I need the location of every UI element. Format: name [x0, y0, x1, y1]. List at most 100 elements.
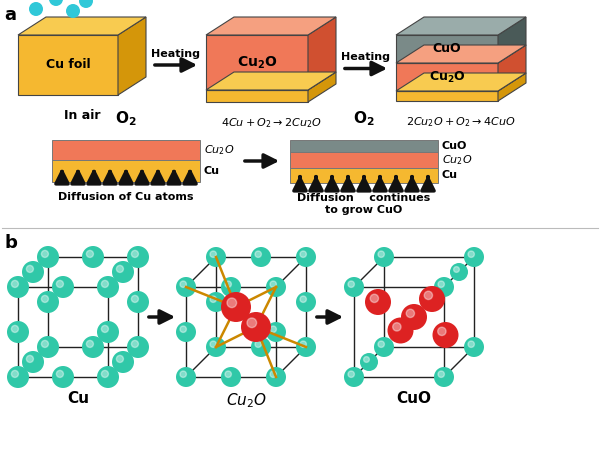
Text: Diffusion    continues
to grow CuO: Diffusion continues to grow CuO	[298, 193, 431, 215]
Circle shape	[41, 340, 49, 347]
Circle shape	[468, 341, 475, 347]
Circle shape	[438, 281, 445, 288]
Text: CuO: CuO	[442, 141, 467, 151]
Circle shape	[300, 296, 307, 302]
Circle shape	[56, 370, 64, 377]
Bar	[290, 152, 438, 168]
Circle shape	[270, 281, 277, 288]
Polygon shape	[206, 35, 308, 90]
Circle shape	[424, 291, 433, 299]
Bar	[290, 168, 438, 183]
Text: $Cu_2O$: $Cu_2O$	[226, 391, 266, 410]
Bar	[290, 140, 438, 152]
Circle shape	[433, 322, 458, 348]
Text: a: a	[4, 6, 16, 24]
Polygon shape	[206, 90, 308, 102]
Circle shape	[221, 292, 251, 322]
Polygon shape	[308, 17, 336, 90]
Circle shape	[41, 250, 49, 258]
Polygon shape	[498, 45, 526, 91]
Text: Heating: Heating	[341, 52, 391, 62]
Text: $\bf{O_2}$: $\bf{O_2}$	[115, 109, 137, 128]
Circle shape	[22, 351, 44, 373]
Circle shape	[29, 2, 43, 16]
Text: b: b	[4, 234, 17, 252]
Text: CuO: CuO	[433, 42, 461, 56]
Circle shape	[210, 341, 217, 347]
Text: Cu: Cu	[67, 391, 89, 406]
Circle shape	[454, 267, 460, 272]
Text: $Cu_2O$: $Cu_2O$	[442, 153, 472, 167]
Circle shape	[392, 323, 401, 331]
Circle shape	[388, 317, 413, 344]
Circle shape	[52, 276, 74, 298]
Polygon shape	[396, 91, 498, 101]
Circle shape	[266, 277, 286, 297]
Circle shape	[370, 294, 379, 303]
Circle shape	[52, 366, 74, 388]
Circle shape	[225, 281, 232, 288]
Circle shape	[227, 298, 236, 307]
Polygon shape	[308, 72, 336, 102]
Circle shape	[131, 296, 139, 302]
Circle shape	[221, 367, 241, 387]
Polygon shape	[206, 17, 336, 35]
Circle shape	[378, 341, 385, 347]
Circle shape	[348, 371, 355, 377]
Circle shape	[225, 371, 232, 377]
Polygon shape	[498, 17, 526, 63]
Circle shape	[79, 0, 93, 8]
Circle shape	[26, 356, 34, 362]
Circle shape	[176, 322, 196, 342]
Circle shape	[419, 286, 445, 312]
Circle shape	[116, 356, 124, 362]
Circle shape	[360, 353, 378, 371]
Circle shape	[206, 337, 226, 357]
Circle shape	[438, 327, 446, 336]
Circle shape	[176, 367, 196, 387]
Circle shape	[101, 370, 109, 377]
Circle shape	[364, 357, 370, 362]
Text: $Cu_2O$: $Cu_2O$	[204, 143, 235, 157]
Circle shape	[255, 251, 262, 258]
Circle shape	[270, 371, 277, 377]
Circle shape	[116, 266, 124, 272]
Circle shape	[112, 351, 134, 373]
Circle shape	[296, 337, 316, 357]
Circle shape	[180, 371, 187, 377]
Circle shape	[266, 322, 286, 342]
Circle shape	[296, 247, 316, 267]
Text: $2Cu_2O + O_2 \rightarrow 4CuO$: $2Cu_2O + O_2 \rightarrow 4CuO$	[406, 115, 516, 129]
Circle shape	[37, 291, 59, 313]
Circle shape	[26, 266, 34, 272]
Circle shape	[127, 246, 149, 268]
Circle shape	[86, 250, 94, 258]
Circle shape	[247, 318, 257, 327]
Circle shape	[434, 277, 454, 297]
Circle shape	[365, 289, 391, 315]
Circle shape	[434, 367, 454, 387]
Circle shape	[241, 312, 271, 342]
Circle shape	[82, 336, 104, 358]
Circle shape	[464, 247, 484, 267]
Text: Diffusion of Cu atoms: Diffusion of Cu atoms	[58, 192, 194, 202]
Circle shape	[86, 340, 94, 347]
Polygon shape	[396, 73, 526, 91]
Circle shape	[374, 337, 394, 357]
Polygon shape	[396, 17, 526, 35]
Circle shape	[97, 276, 119, 298]
Circle shape	[255, 341, 262, 347]
Circle shape	[180, 326, 187, 332]
Circle shape	[300, 251, 307, 258]
Circle shape	[344, 277, 364, 297]
Circle shape	[101, 280, 109, 288]
Polygon shape	[396, 35, 498, 63]
Circle shape	[66, 4, 80, 18]
Circle shape	[7, 366, 29, 388]
Circle shape	[266, 367, 286, 387]
Circle shape	[101, 326, 109, 332]
Circle shape	[251, 247, 271, 267]
Circle shape	[176, 277, 196, 297]
Polygon shape	[498, 73, 526, 101]
Circle shape	[56, 280, 64, 288]
